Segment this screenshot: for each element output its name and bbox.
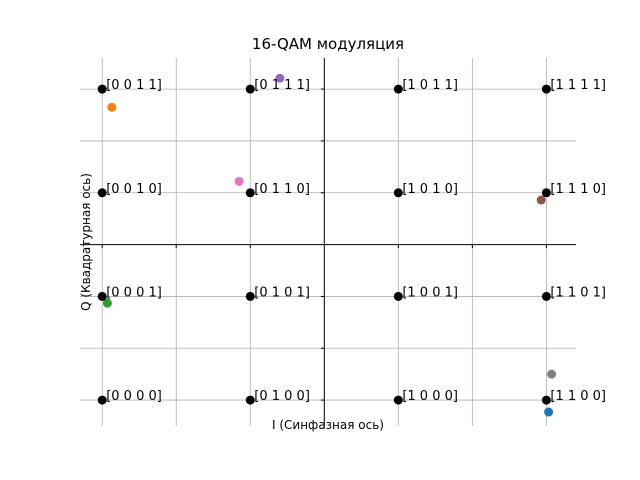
constellation-label: [1 1 1 0] — [550, 182, 606, 197]
constellation-label: [0 1 1 0] — [254, 182, 310, 197]
constellation-label: [1 1 0 0] — [550, 389, 606, 404]
received-symbols — [97, 73, 557, 417]
constellation-point — [393, 291, 403, 301]
constellation-label: [0 1 1 1] — [254, 78, 310, 93]
axes — [80, 58, 576, 426]
constellation-label: [0 0 1 1] — [106, 78, 162, 93]
constellation-label: [1 0 0 0] — [402, 389, 458, 404]
received-point — [547, 369, 557, 379]
constellation-point — [393, 188, 403, 198]
constellation-label: [0 1 0 0] — [254, 389, 310, 404]
received-point — [275, 73, 285, 83]
constellation-point — [393, 395, 403, 405]
constellation-point — [97, 291, 107, 301]
chart-title: 16-QAM модуляция — [252, 35, 404, 53]
constellation-labels: [0 0 1 1] [0 1 1 1] [1 0 1 1] [1 1 1 1] [0 0… — [106, 78, 606, 404]
constellation-point — [541, 188, 551, 198]
x-axis-label: I (Синфазная ось) — [272, 418, 384, 432]
constellation-point — [541, 84, 551, 94]
constellation-label: [1 0 1 0] — [402, 182, 458, 197]
constellation-point — [245, 395, 255, 405]
constellation-point — [97, 188, 107, 198]
constellation-label: [0 1 0 1] — [254, 285, 310, 300]
received-point — [536, 195, 546, 205]
constellation-point — [245, 188, 255, 198]
constellation-point — [393, 84, 403, 94]
constellation-label: [0 0 0 1] — [106, 285, 162, 300]
constellation-points — [97, 84, 551, 405]
constellation-point — [541, 395, 551, 405]
constellation-label: [1 0 1 1] — [402, 78, 458, 93]
y-axis-label: Q (Квадратурная ось) — [79, 173, 93, 311]
received-point — [234, 176, 244, 186]
constellation-label: [1 1 0 1] — [550, 285, 606, 300]
constellation-point — [245, 291, 255, 301]
received-point — [107, 102, 117, 112]
grid-lines — [80, 58, 576, 426]
constellation-label: [0 0 1 0] — [106, 182, 162, 197]
constellation-point — [97, 395, 107, 405]
received-point — [102, 298, 112, 308]
constellation-point — [541, 291, 551, 301]
constellation-label: [0 0 0 0] — [106, 389, 162, 404]
received-point — [544, 407, 554, 417]
constellation-point — [245, 84, 255, 94]
constellation-label: [1 1 1 1] — [550, 78, 606, 93]
constellation-label: [1 0 0 1] — [402, 285, 458, 300]
constellation-point — [97, 84, 107, 94]
